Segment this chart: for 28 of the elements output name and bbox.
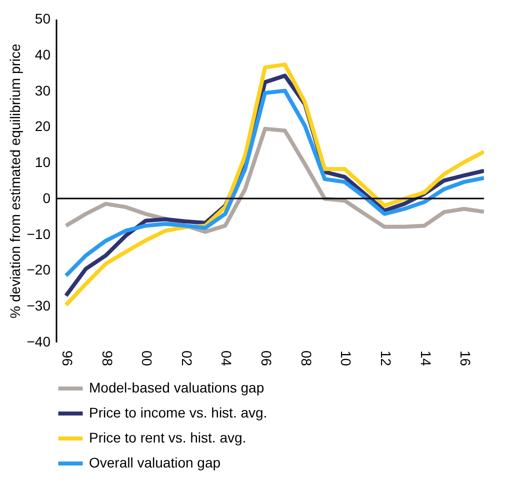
y-tick-label: −30: [26, 298, 51, 314]
x-tick-label: 14: [418, 350, 434, 366]
x-tick-label: 16: [458, 350, 474, 366]
x-tick-label: 98: [99, 350, 116, 366]
y-tick-label: −10: [26, 226, 51, 242]
x-tick-label: 96: [59, 350, 76, 366]
y-tick-label: 30: [34, 82, 51, 98]
x-tick-label: 12: [378, 350, 394, 366]
y-axis-title: % deviation from estimated equilibrium price: [6, 43, 23, 318]
line-series: [64, 88, 484, 278]
line-series: [64, 126, 484, 234]
x-tick-label: 00: [139, 350, 156, 366]
y-tick-label: 10: [34, 154, 51, 170]
y-tick-label: 20: [34, 118, 51, 134]
y-tick-label: −40: [26, 334, 51, 350]
legend-label: Overall valuation gap: [89, 454, 221, 470]
y-tick-label: 40: [34, 46, 51, 62]
y-tick-label: 0: [42, 190, 51, 206]
legend-label: Price to income vs. hist. avg.: [89, 404, 268, 420]
x-tick-label: 02: [178, 350, 195, 366]
y-tick-label: 50: [34, 10, 51, 26]
legend-label: Model-based valuations gap: [89, 380, 264, 396]
x-tick-label: 04: [218, 350, 235, 366]
legend-label: Price to rent vs. hist. avg.: [89, 430, 246, 446]
y-tick-label: −20: [26, 262, 51, 278]
x-tick-label: 06: [258, 350, 275, 366]
x-tick-label: 08: [298, 350, 314, 366]
x-tick-label: 10: [338, 350, 354, 366]
